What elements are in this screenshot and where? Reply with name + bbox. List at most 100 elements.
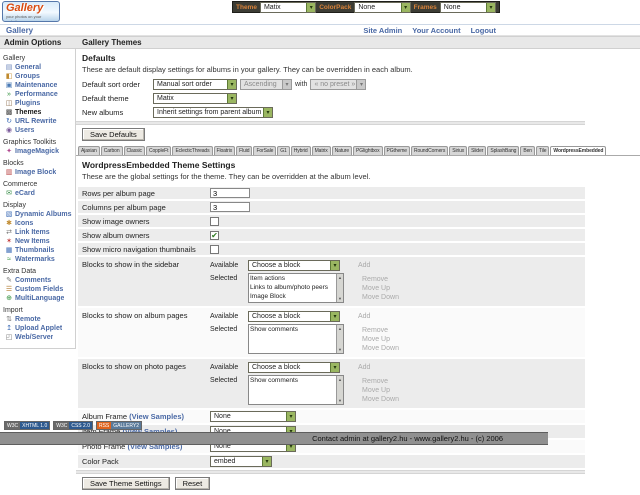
- listbox-scrollbar[interactable]: ▲ ▼: [336, 376, 343, 404]
- available-block-select[interactable]: Choose a block ▾: [248, 260, 340, 271]
- add-block-button[interactable]: Add: [358, 262, 371, 269]
- tab-floatrix[interactable]: Floatrix: [213, 146, 236, 155]
- rows-per-page-input[interactable]: [210, 188, 250, 198]
- album-frame-select[interactable]: None ▾: [210, 411, 296, 422]
- sidebar-item[interactable]: ✱ Icons: [3, 219, 73, 228]
- sidebar-item[interactable]: ✎ Comments: [3, 276, 73, 285]
- sidebar-item[interactable]: ✉ eCard: [3, 189, 73, 198]
- dropdown-arrow-icon[interactable]: ▾: [306, 2, 316, 12]
- sidebar-item[interactable]: ▦ Thumbnails: [3, 246, 73, 255]
- selected-blocks-listbox[interactable]: Show comments ▲ ▼: [248, 375, 344, 405]
- show-album-owners-checkbox[interactable]: ✔: [210, 230, 219, 240]
- sidebar-item[interactable]: ▥ Image Block: [3, 168, 73, 177]
- sidebar-item-imagemagick[interactable]: ImageMagick: [15, 148, 59, 155]
- add-block-button[interactable]: Add: [358, 313, 371, 320]
- view-samples-link[interactable]: (View Samples): [129, 412, 184, 421]
- scroll-down-icon[interactable]: ▼: [338, 296, 342, 301]
- default-theme-select[interactable]: Matix ▾: [153, 92, 237, 104]
- available-block-select[interactable]: Choose a block ▾: [248, 311, 340, 322]
- sidebar-item[interactable]: ⇅ Remote: [3, 315, 73, 324]
- listbox-scrollbar[interactable]: ▲ ▼: [336, 325, 343, 353]
- tab-g1[interactable]: G1: [277, 146, 290, 155]
- colorpack-select[interactable]: None ▾: [354, 1, 411, 13]
- sidebar-item-maintenance[interactable]: Maintenance: [15, 82, 58, 89]
- columns-per-page-input[interactable]: [210, 202, 250, 212]
- tab-ajaxian[interactable]: Ajaxian: [78, 146, 100, 155]
- save-theme-settings-button[interactable]: Save Theme Settings: [82, 477, 170, 490]
- tab-carbon[interactable]: Carbon: [100, 146, 123, 155]
- sidebar-item-new-items[interactable]: New Items: [15, 238, 50, 245]
- dropdown-arrow-icon[interactable]: ▾: [400, 2, 410, 12]
- sidebar-item-groups[interactable]: Groups: [15, 73, 40, 80]
- tab-matrix[interactable]: Matrix: [311, 146, 331, 155]
- tab-tile[interactable]: Tile: [535, 146, 550, 155]
- gallery-logo[interactable]: Gallery your photos on your website: [2, 1, 60, 22]
- sidebar-item[interactable]: ✶ New Items: [3, 237, 73, 246]
- sidebar-item-themes[interactable]: Themes: [15, 109, 42, 116]
- reset-button[interactable]: Reset: [174, 477, 211, 490]
- move-up-button[interactable]: Move Up: [362, 285, 391, 292]
- your-account-link[interactable]: Your Account: [412, 25, 461, 35]
- sidebar-item-web-server[interactable]: Web/Server: [15, 334, 54, 341]
- dropdown-arrow-icon[interactable]: ▾: [262, 457, 271, 466]
- tab-ben[interactable]: Ben: [520, 146, 535, 155]
- selected-blocks-listbox[interactable]: Item actions Links to album/photo peers …: [248, 273, 344, 303]
- show-image-owners-checkbox[interactable]: [210, 216, 219, 226]
- remove-block-button[interactable]: Remove: [362, 327, 389, 334]
- color-pack-select[interactable]: embed ▾: [210, 456, 272, 467]
- move-down-button[interactable]: Move Down: [362, 345, 399, 352]
- remove-block-button[interactable]: Remove: [362, 276, 389, 283]
- sidebar-item-comments[interactable]: Comments: [15, 277, 52, 284]
- sidebar-item-custom-fields[interactable]: Custom Fields: [15, 286, 64, 293]
- tab-pglightbox[interactable]: PGlightbox: [353, 146, 383, 155]
- sidebar-item[interactable]: ↥ Upload Applet: [3, 324, 73, 333]
- sidebar-item-plugins[interactable]: Plugins: [15, 100, 41, 107]
- sidebar-item-icons[interactable]: Icons: [15, 220, 34, 227]
- move-up-button[interactable]: Move Up: [362, 336, 391, 343]
- sidebar-item-general[interactable]: General: [15, 64, 42, 71]
- tab-pgtheme[interactable]: PGtheme: [383, 146, 410, 155]
- sidebar-item-watermarks[interactable]: Watermarks: [15, 256, 55, 263]
- sidebar-item[interactable]: ◰ Web/Server: [3, 333, 73, 342]
- dropdown-arrow-icon[interactable]: ▾: [330, 261, 339, 270]
- dropdown-arrow-icon[interactable]: ▾: [263, 107, 272, 117]
- tab-wordpressembedded[interactable]: WordpressEmbedded: [550, 146, 607, 155]
- gallery-badge[interactable]: RSS GALLERY2: [95, 421, 143, 430]
- move-up-button[interactable]: Move Up: [362, 387, 391, 394]
- tab-forsale[interactable]: ForSale: [253, 146, 277, 155]
- tab-nature[interactable]: Nature: [331, 146, 353, 155]
- dropdown-arrow-icon[interactable]: ▾: [485, 2, 495, 12]
- scroll-up-icon[interactable]: ▲: [338, 275, 342, 280]
- sidebar-item-image-block[interactable]: Image Block: [15, 169, 57, 176]
- dropdown-arrow-icon[interactable]: ▾: [227, 79, 236, 89]
- sidebar-item-link-items[interactable]: Link Items: [15, 229, 50, 236]
- selected-blocks-listbox[interactable]: Show comments ▲ ▼: [248, 324, 344, 354]
- sidebar-item-performance[interactable]: Performance: [15, 91, 58, 98]
- sidebar-item[interactable]: ◫ Plugins: [3, 99, 73, 108]
- scroll-up-icon[interactable]: ▲: [338, 377, 342, 382]
- logout-link[interactable]: Logout: [470, 25, 496, 35]
- sidebar-item[interactable]: ▧ Dynamic Albums: [3, 210, 73, 219]
- dropdown-arrow-icon[interactable]: ▾: [330, 363, 339, 372]
- selected-block-item[interactable]: Show comments: [250, 326, 299, 333]
- sidebar-item[interactable]: ▣ Maintenance: [3, 81, 73, 90]
- tab-copplett[interactable]: CoppleFt: [145, 146, 172, 155]
- sidebar-item[interactable]: ↻ URL Rewrite: [3, 117, 73, 126]
- tab-siriux[interactable]: Siriux: [449, 146, 468, 155]
- tab-slider[interactable]: Slider: [468, 146, 487, 155]
- sidebar-item-users[interactable]: Users: [15, 127, 35, 134]
- default-sort-order-select[interactable]: Manual sort order ▾: [153, 78, 237, 90]
- sidebar-item[interactable]: ⇄ Link Items: [3, 228, 73, 237]
- tab-eclecticthreads[interactable]: EclecticThreads: [172, 146, 213, 155]
- tab-classic[interactable]: Classic: [123, 146, 145, 155]
- frames-select[interactable]: None ▾: [439, 1, 496, 13]
- sidebar-item[interactable]: » Performance: [3, 90, 73, 99]
- selected-block-item[interactable]: Item actions: [250, 275, 286, 282]
- sidebar-item-url-rewrite[interactable]: URL Rewrite: [15, 118, 57, 125]
- save-defaults-button[interactable]: Save Defaults: [82, 128, 145, 141]
- selected-block-item[interactable]: Links to album/photo peers: [250, 284, 329, 291]
- dropdown-arrow-icon[interactable]: ▾: [227, 93, 236, 103]
- listbox-scrollbar[interactable]: ▲ ▼: [336, 274, 343, 302]
- site-admin-link[interactable]: Site Admin: [363, 25, 403, 35]
- sidebar-item-thumbnails[interactable]: Thumbnails: [15, 247, 55, 254]
